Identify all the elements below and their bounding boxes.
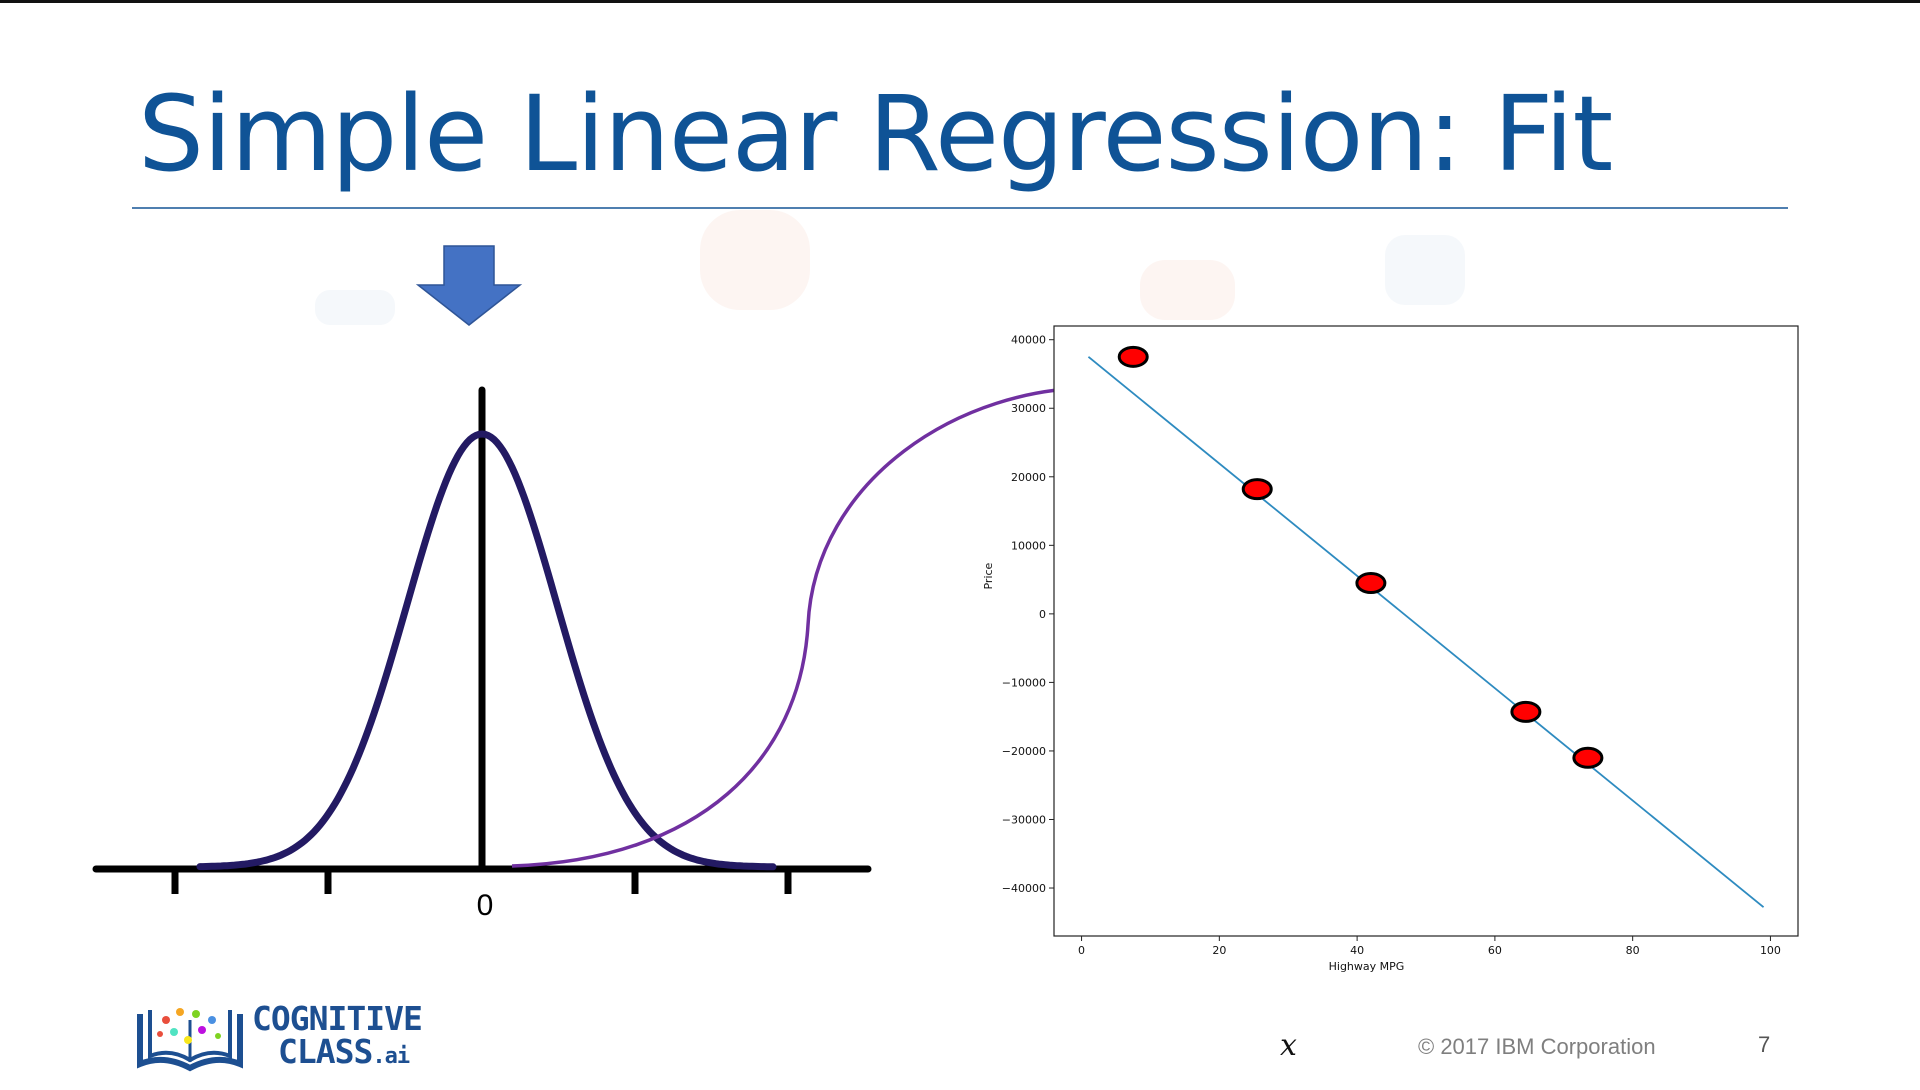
data-point xyxy=(1117,345,1149,368)
x-variable-label: x xyxy=(1280,1028,1297,1063)
y-tick-label: −10000 xyxy=(1002,676,1046,689)
y-tick-label: 30000 xyxy=(1011,402,1046,415)
y-tick-label: 20000 xyxy=(1011,471,1046,484)
y-tick-label: −20000 xyxy=(1002,745,1046,758)
zero-label: 0 xyxy=(477,889,494,922)
y-tick-label: 40000 xyxy=(1011,334,1046,347)
logo-suffix: .ai xyxy=(372,1044,410,1069)
data-points xyxy=(1117,345,1604,769)
fit-line xyxy=(1087,356,1765,908)
x-axis-label: Highway MPG xyxy=(1329,960,1405,973)
page-number: 7 xyxy=(1758,1032,1771,1057)
down-arrow-icon xyxy=(415,245,523,326)
data-point xyxy=(1510,700,1542,723)
data-point xyxy=(1355,572,1387,595)
top-border xyxy=(0,0,1920,3)
bell-curve xyxy=(196,430,777,871)
scatter-plot: 40000 30000 20000 10000 0 −10000 −20000 −30000 −… xyxy=(982,325,1799,973)
book-network-icon xyxy=(137,1008,243,1072)
x-tick-label: 40 xyxy=(1350,944,1364,957)
connector-arrow xyxy=(511,379,1110,868)
logo-line2: CLASS.ai xyxy=(252,1035,422,1073)
y-tick-label: −40000 xyxy=(1002,882,1046,895)
slide-title: Simple Linear Regression: Fit xyxy=(138,73,1613,195)
x-tick-label: 60 xyxy=(1488,944,1502,957)
logo-line2-text: CLASS xyxy=(278,1032,373,1071)
background-decoration xyxy=(315,210,1465,325)
title-divider xyxy=(132,207,1788,209)
y-axis-label: Price xyxy=(982,562,995,589)
y-tick-label: −30000 xyxy=(1002,813,1046,826)
normal-distribution: 0 xyxy=(92,386,872,922)
logo-line1: COGNITIVE xyxy=(252,999,423,1038)
cognitive-class-logo: COGNITIVE CLASS.ai xyxy=(136,1000,446,1074)
y-tick-label: 10000 xyxy=(1011,539,1046,552)
data-point xyxy=(1241,478,1273,501)
x-tick-label: 100 xyxy=(1760,944,1781,957)
x-axis: 0 20 40 60 80 100 xyxy=(1078,936,1781,957)
copyright-text: © 2017 IBM Corporation xyxy=(1418,1034,1656,1059)
logo-wordmark: COGNITIVE CLASS.ai xyxy=(252,999,423,1073)
x-tick-label: 0 xyxy=(1078,944,1085,957)
x-tick-label: 20 xyxy=(1212,944,1226,957)
y-axis: 40000 30000 20000 10000 0 −10000 −20000 −30000 −… xyxy=(1002,334,1054,895)
y-tick-label: 0 xyxy=(1039,608,1046,621)
x-tick-label: 80 xyxy=(1626,944,1640,957)
data-point xyxy=(1572,746,1604,769)
